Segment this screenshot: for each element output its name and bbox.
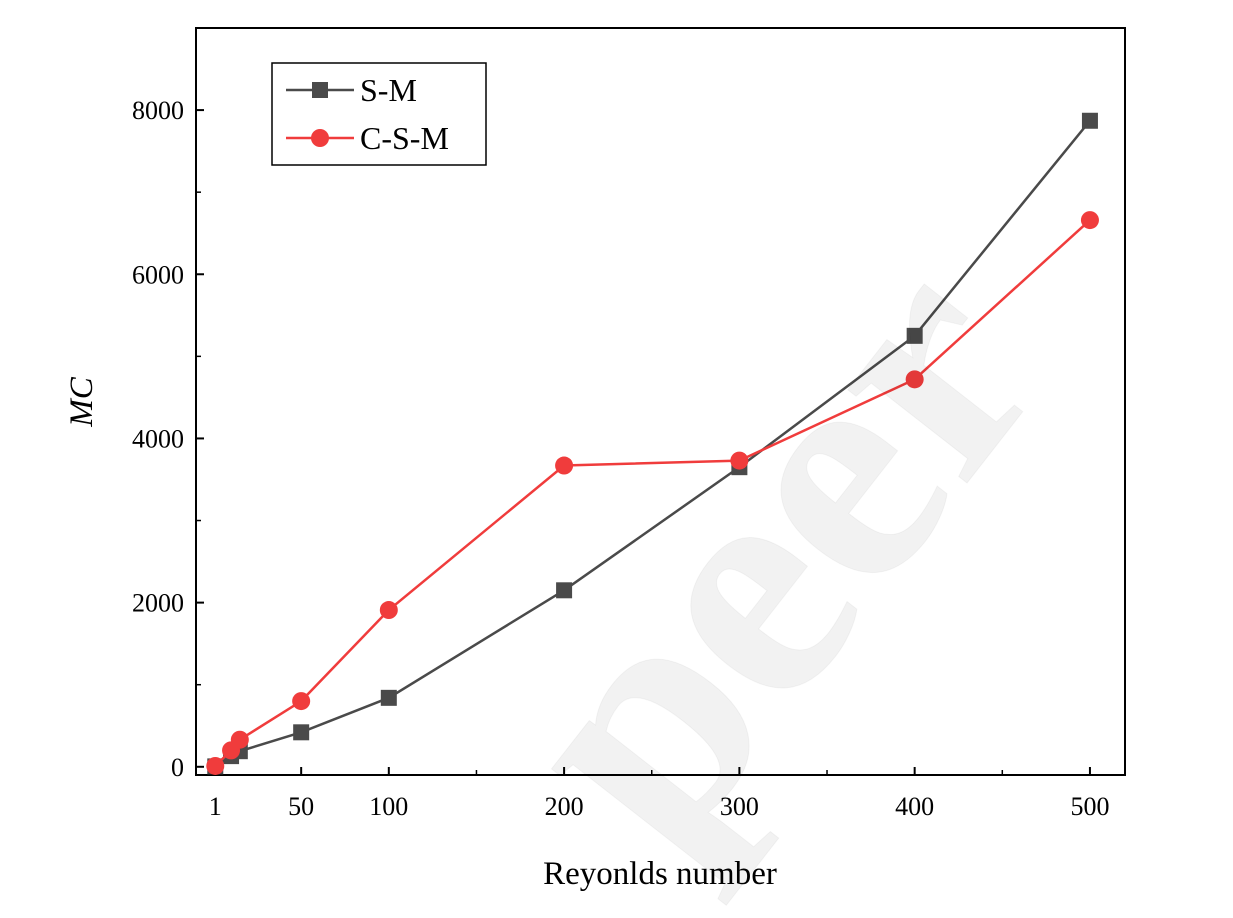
y-tick-label: 8000 [132, 96, 184, 125]
data-point [555, 456, 574, 475]
x-tick-label: 500 [1070, 792, 1109, 821]
data-point [556, 582, 573, 599]
legend: S-M C-S-M [271, 62, 487, 166]
data-point [293, 724, 310, 741]
legend-marker [312, 82, 328, 98]
series-layer [206, 112, 1099, 775]
x-axis-title: Reyonlds number [543, 856, 777, 892]
data-point [292, 692, 311, 711]
legend-box [271, 62, 487, 166]
y-tick-label: 6000 [132, 260, 184, 289]
plot-frame [195, 27, 1126, 776]
data-point [379, 601, 398, 620]
y-tick-label: 2000 [132, 589, 184, 618]
axis-ticks: 1 50 100 200 300 400 500 0 2000 4000 6000 8000 [132, 96, 1109, 821]
legend-marker [311, 129, 329, 147]
data-point [1081, 112, 1098, 129]
legend-label: S-M [360, 72, 417, 108]
series-s-m [207, 112, 1098, 775]
y-tick-label: 0 [171, 753, 184, 782]
x-tick-label: 300 [720, 792, 759, 821]
series-c-s-m [206, 211, 1099, 775]
x-tick-label: 200 [545, 792, 584, 821]
data-point [380, 689, 397, 706]
data-point [1080, 211, 1099, 230]
y-axis-title: MC [64, 376, 100, 427]
data-point [206, 756, 225, 775]
x-tick-label: 50 [288, 792, 314, 821]
series-line [214, 119, 1091, 768]
legend-label: C-S-M [360, 120, 449, 156]
x-tick-label: 1 [209, 792, 222, 821]
y-tick-label: 4000 [132, 424, 184, 453]
x-tick-label: 100 [369, 792, 408, 821]
data-point [905, 370, 924, 389]
x-tick-label: 400 [895, 792, 934, 821]
data-point [230, 730, 249, 749]
data-point [730, 451, 749, 470]
data-point [906, 327, 923, 344]
series-line [214, 219, 1091, 767]
